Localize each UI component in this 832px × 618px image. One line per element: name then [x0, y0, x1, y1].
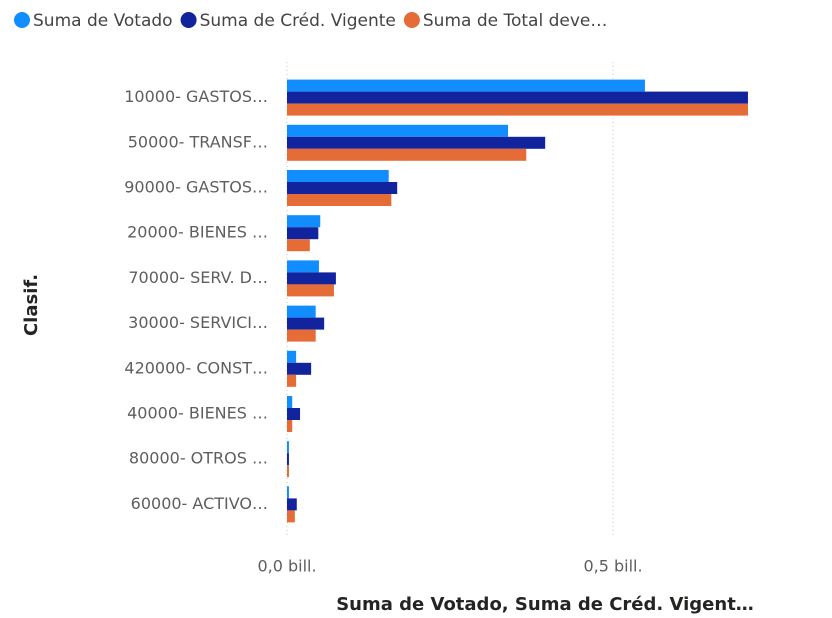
- bar: [287, 420, 293, 432]
- bar: [287, 350, 297, 363]
- bar: [287, 194, 392, 206]
- y-tick-label: 70000- SERV. D…: [128, 268, 268, 287]
- bar: [287, 79, 645, 92]
- legend-label: Suma de Créd. Vigente: [200, 11, 396, 31]
- bar: [287, 182, 398, 194]
- y-tick-label: 90000- GASTOS…: [124, 178, 268, 197]
- y-tick-label: 30000- SERVICI…: [128, 313, 268, 332]
- legend-marker: [14, 12, 30, 28]
- bar: [287, 465, 289, 478]
- legend-marker: [403, 12, 420, 28]
- x-tick-label: 0,0 bill.: [257, 557, 316, 576]
- bar: [287, 453, 289, 466]
- legend-label: Suma de Votado: [33, 11, 173, 31]
- y-axis-title: Clasif.: [21, 274, 42, 336]
- y-tick-label: 50000- TRANSF…: [128, 132, 268, 151]
- bar: [287, 103, 748, 116]
- bar: [287, 260, 319, 273]
- y-tick-label: 40000- BIENES …: [127, 404, 268, 423]
- bar: [287, 239, 310, 252]
- bar: [287, 215, 321, 228]
- legend-marker: [180, 12, 197, 28]
- bar: [287, 329, 316, 342]
- bar: [287, 170, 389, 182]
- y-tick-label: 420000- CONST…: [124, 358, 268, 377]
- y-tick-label: 80000- OTROS …: [129, 449, 268, 468]
- y-tick-label: 60000- ACTIVO…: [131, 494, 268, 513]
- bar: [287, 124, 509, 137]
- bar: [287, 396, 293, 408]
- x-axis-title: Suma de Votado, Suma de Créd. Vigent…: [336, 594, 754, 615]
- bar: [287, 91, 748, 104]
- y-tick-label: 20000- BIENES …: [127, 223, 268, 242]
- bar: [287, 317, 325, 330]
- bar: [287, 272, 336, 285]
- legend-label: Suma de Total deve…: [423, 11, 607, 31]
- bar: [287, 227, 319, 240]
- bar: [287, 148, 527, 161]
- bar: [287, 374, 297, 387]
- bar: [287, 408, 301, 420]
- bar: [287, 498, 297, 511]
- bar: [287, 486, 289, 499]
- bar: [287, 510, 295, 523]
- bar: [287, 441, 289, 454]
- x-tick-label: 0,5 bill.: [583, 557, 642, 576]
- y-tick-label: 10000- GASTOS…: [124, 87, 268, 106]
- bar: [287, 284, 334, 297]
- bar: [287, 362, 312, 375]
- bar: [287, 305, 316, 318]
- bar: [287, 136, 546, 149]
